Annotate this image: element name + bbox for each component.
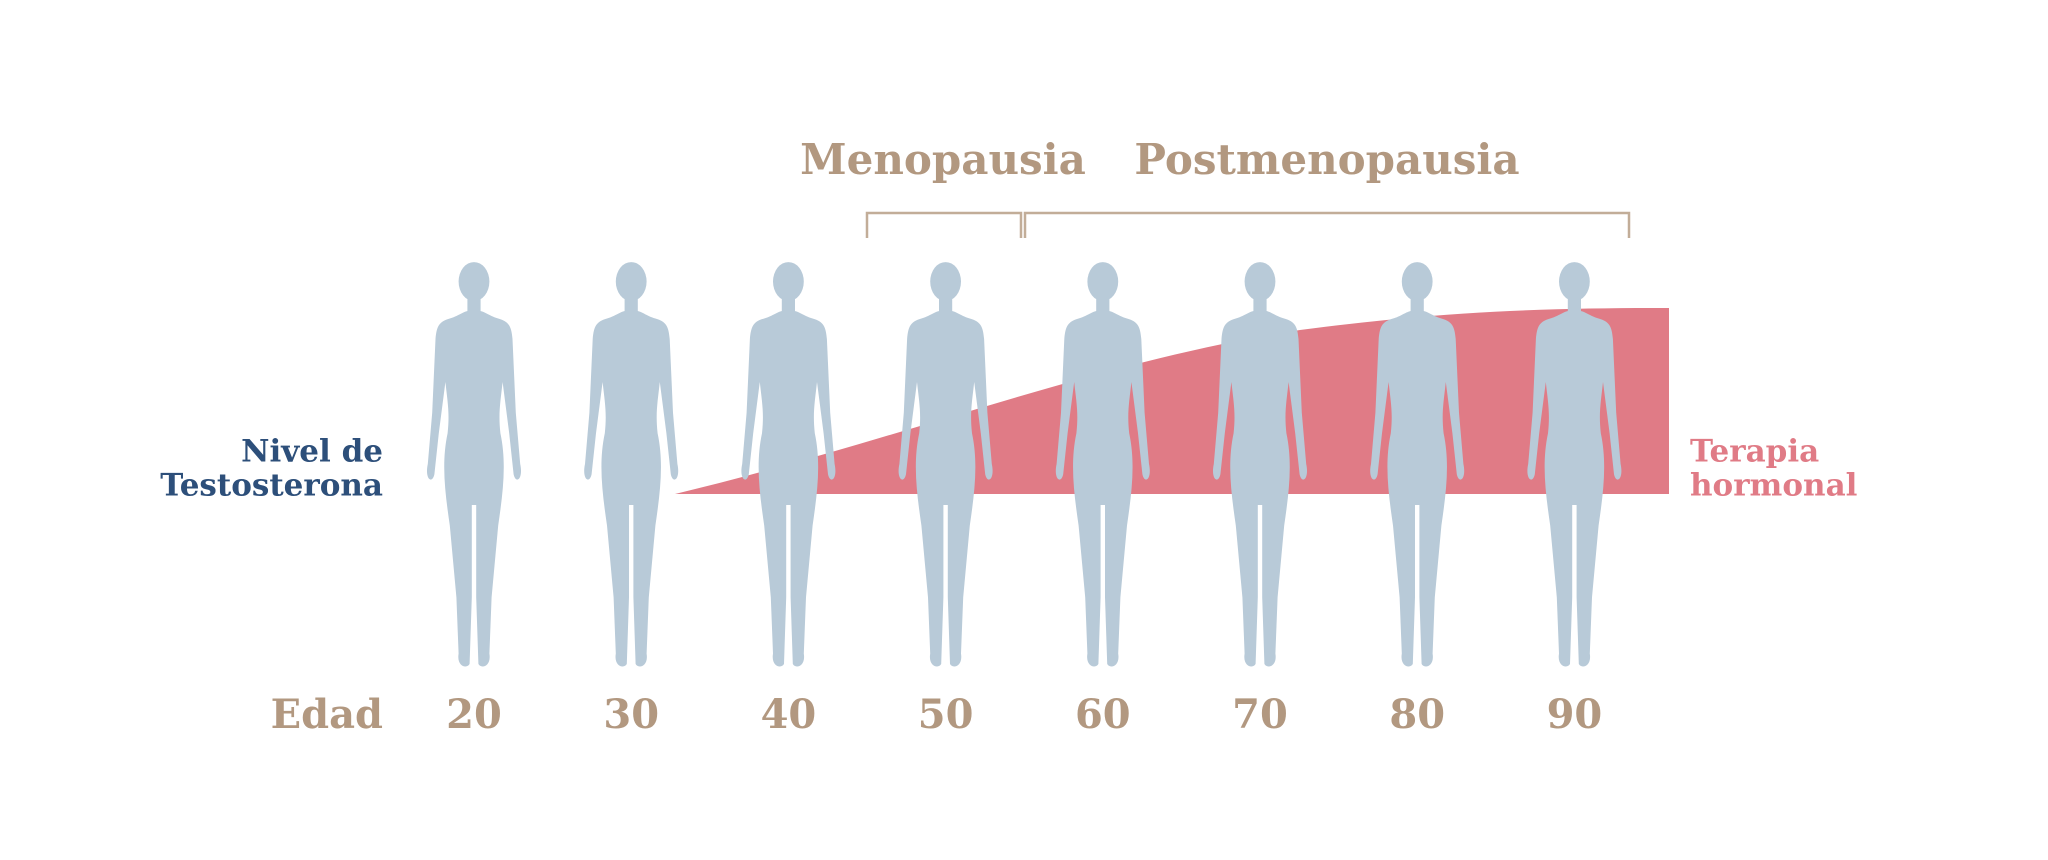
legend-label: Terapia — [1690, 434, 1819, 470]
figure — [584, 262, 679, 667]
age-label: 50 — [918, 691, 974, 738]
age-label: 60 — [1075, 691, 1131, 738]
legend-label: Testosterona — [160, 468, 383, 504]
phase-label: Postmenopausia — [1134, 135, 1519, 184]
age-label: 40 — [761, 691, 817, 738]
legend-label: Nivel de — [241, 434, 383, 470]
age-label: 20 — [446, 691, 502, 738]
age-label: 80 — [1389, 691, 1445, 738]
axis-label: Edad — [271, 691, 383, 738]
figure — [426, 262, 522, 667]
legend-label: hormonal — [1690, 468, 1857, 504]
age-label: 70 — [1232, 691, 1288, 738]
phase-label: Menopausia — [800, 135, 1086, 184]
age-label: 30 — [603, 691, 659, 738]
age-label: 90 — [1547, 691, 1603, 738]
phase-brackets — [865, 211, 1631, 238]
